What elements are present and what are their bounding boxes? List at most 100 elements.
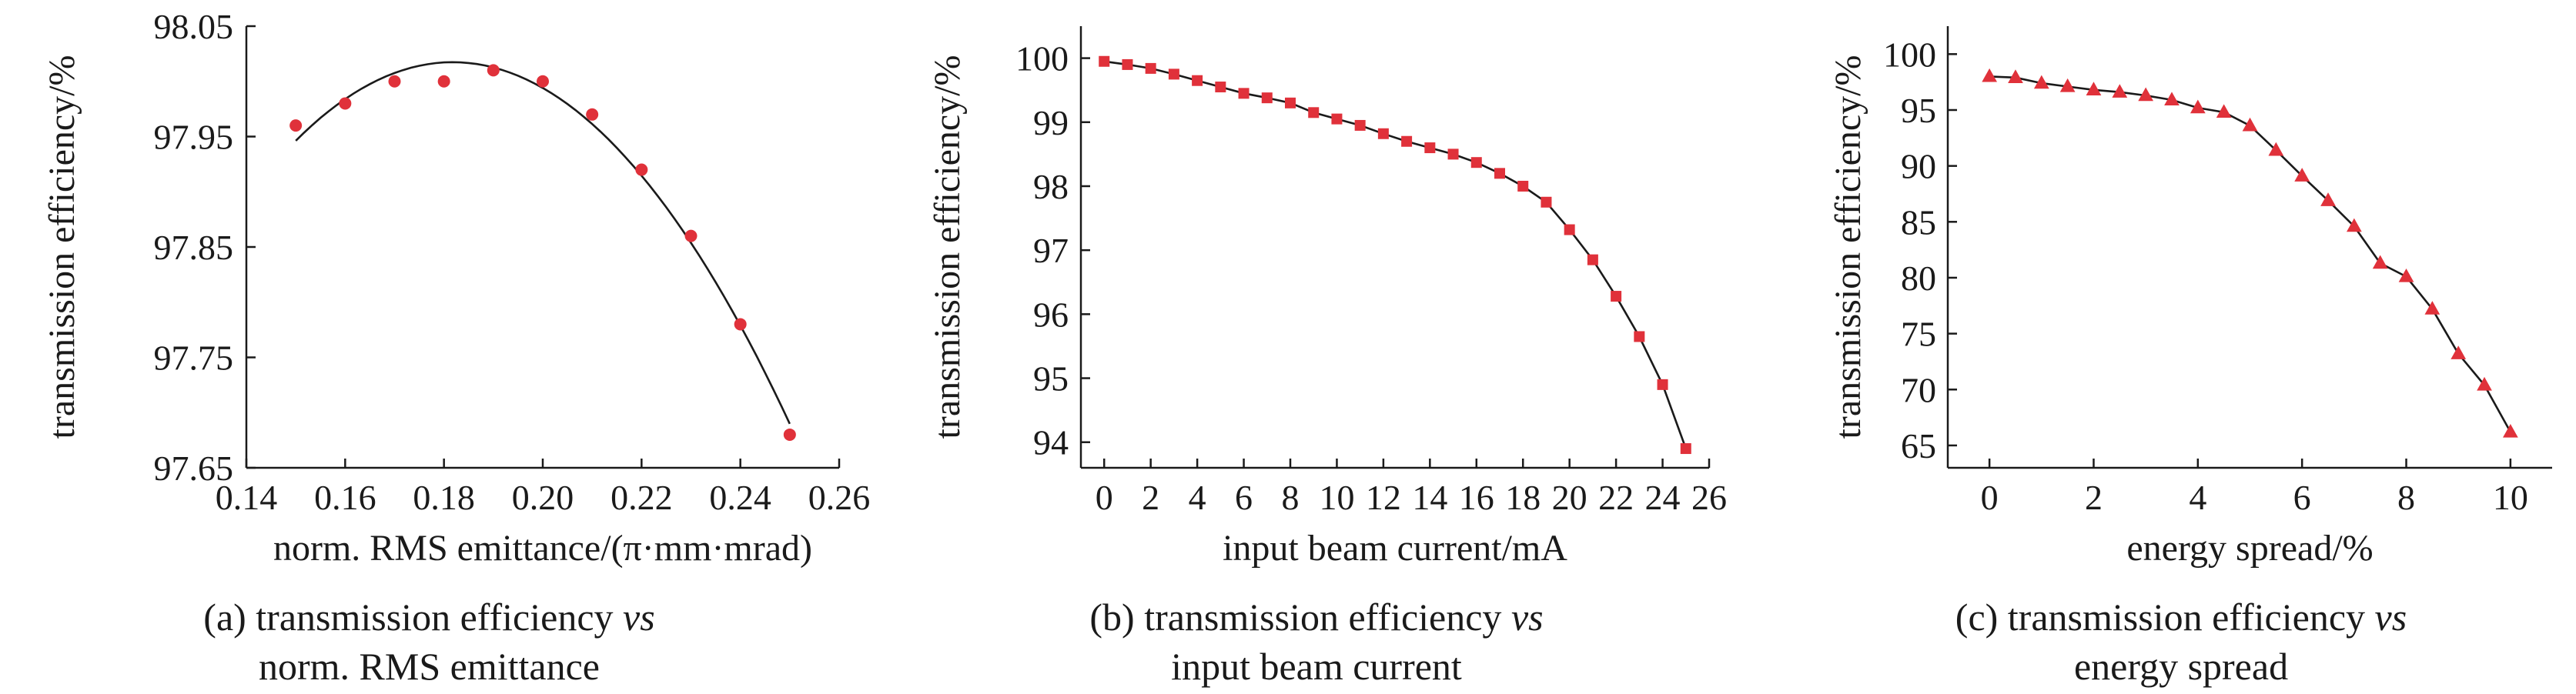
data-point (684, 229, 698, 242)
fit-curve (1104, 60, 1688, 449)
x-axis-label: energy spread/% (2126, 528, 2373, 569)
x-tick-label: 0 (1096, 478, 1113, 517)
fit-curve (295, 61, 791, 425)
data-point (1401, 135, 1413, 147)
y-tick-label: 80 (1901, 259, 1936, 298)
x-tick-label: 10 (2493, 478, 2528, 517)
data-point (1122, 58, 1133, 70)
caption-c-line2: energy spread (2073, 645, 2289, 688)
x-tick-label: 0 (1981, 478, 1999, 517)
data-point (2059, 78, 2076, 92)
x-tick-label: 12 (1366, 478, 1401, 517)
y-tick-label: 70 (1901, 370, 1936, 409)
data-point (2268, 142, 2284, 156)
y-tick-label: 97.95 (154, 118, 234, 157)
x-tick-label: 24 (1645, 478, 1681, 517)
data-point (2190, 99, 2206, 114)
data-point (1238, 88, 1250, 99)
x-tick-label: 16 (1459, 478, 1494, 517)
data-point (2164, 92, 2180, 106)
x-tick-label: 6 (2293, 478, 2311, 517)
y-tick-label: 94 (1033, 423, 1069, 462)
x-tick-label: 4 (2189, 478, 2206, 517)
caption-c: (c) transmission efficiency vs energy sp… (1786, 592, 2576, 691)
data-point (2086, 82, 2102, 95)
x-tick-label: 22 (1598, 478, 1634, 517)
data-point (2451, 345, 2467, 359)
y-tick-label: 100 (1015, 39, 1069, 78)
data-point (635, 163, 648, 176)
data-point (734, 318, 747, 331)
y-tick-label: 95 (1033, 359, 1069, 399)
caption-b-main: (b) transmission efficiency (1089, 596, 1511, 639)
data-point (2503, 423, 2518, 438)
data-point (2112, 84, 2128, 98)
y-tick-label: 96 (1033, 295, 1069, 334)
x-tick-label: 2 (1142, 478, 1159, 517)
caption-a-vs: vs (623, 596, 655, 639)
y-tick-label: 97.65 (154, 449, 234, 488)
x-tick-label: 0.20 (512, 478, 574, 517)
data-point (2216, 104, 2232, 118)
y-tick-label: 90 (1901, 147, 1936, 186)
y-tick-label: 100 (1883, 35, 1936, 74)
data-point (1377, 128, 1389, 139)
data-point (1145, 62, 1156, 74)
caption-b: (b) transmission efficiency vs input bea… (885, 592, 1748, 691)
y-tick-label: 97 (1033, 231, 1069, 270)
data-point (2008, 69, 2023, 83)
y-tick-label: 85 (1901, 202, 1936, 242)
caption-c-vs: vs (2374, 596, 2407, 639)
data-point (289, 119, 303, 132)
x-tick-label: 26 (1691, 478, 1727, 517)
x-tick-label: 0.26 (808, 478, 871, 517)
x-tick-label: 10 (1319, 478, 1354, 517)
data-point (1517, 180, 1529, 192)
data-point (1657, 379, 1668, 390)
data-point (1982, 68, 1997, 82)
data-point (1215, 82, 1226, 93)
x-tick-label: 0.14 (216, 478, 278, 517)
data-point (1261, 92, 1273, 104)
data-point (586, 108, 599, 121)
data-point (1099, 55, 1110, 67)
caption-b-vs: vs (1510, 596, 1544, 639)
data-point (2372, 255, 2388, 269)
y-tick-label: 65 (1901, 426, 1936, 465)
caption-a-line2: norm. RMS emittance (259, 645, 600, 688)
y-tick-label: 75 (1901, 315, 1936, 354)
data-point (1447, 148, 1459, 160)
x-tick-label: 8 (2397, 478, 2415, 517)
data-point (2477, 376, 2492, 391)
y-axis-label: transmission efficiency/% (1828, 55, 1868, 439)
x-tick-label: 8 (1282, 478, 1300, 517)
data-point (2320, 192, 2336, 206)
data-point (2294, 168, 2310, 182)
data-point (2398, 268, 2414, 282)
x-tick-label: 0.22 (611, 478, 673, 517)
x-tick-label: 2 (2085, 478, 2103, 517)
data-point (487, 64, 500, 77)
data-point (783, 428, 796, 441)
y-tick-label: 97.85 (154, 228, 234, 267)
data-point (1470, 157, 1482, 168)
panel-b: 0 2 4 6 8 10 12 14 16 18 20 22 24 26 94 95 96 97 98 99 100 in… (885, 0, 1748, 694)
x-tick-label: 6 (1235, 478, 1253, 517)
data-point (1541, 196, 1552, 208)
data-point (2138, 87, 2154, 102)
data-point (1308, 107, 1320, 118)
y-axis-label: transmission efficiency/% (927, 55, 968, 439)
y-tick-label: 95 (1901, 91, 1936, 130)
data-point (2424, 301, 2441, 315)
x-axis-label: norm. RMS emittance/(π·mm·mrad) (273, 528, 812, 569)
panel-c: 0 2 4 6 8 10 65 70 75 80 85 90 95 100 energy spread/% t… (1786, 0, 2576, 694)
y-tick-label: 97.75 (154, 339, 234, 378)
chart-a-plot: 0.14 0.16 0.18 0.20 0.22 0.24 0.26 97.65 97.75 97… (42, 7, 870, 569)
data-point (537, 75, 549, 88)
chart-b-plot: 0 2 4 6 8 10 12 14 16 18 20 22 24 26949596979899100in… (927, 26, 1727, 569)
data-point (1587, 254, 1598, 265)
data-point (1354, 119, 1366, 131)
y-tick-label: 99 (1033, 103, 1069, 142)
x-tick-label: 18 (1505, 478, 1541, 517)
